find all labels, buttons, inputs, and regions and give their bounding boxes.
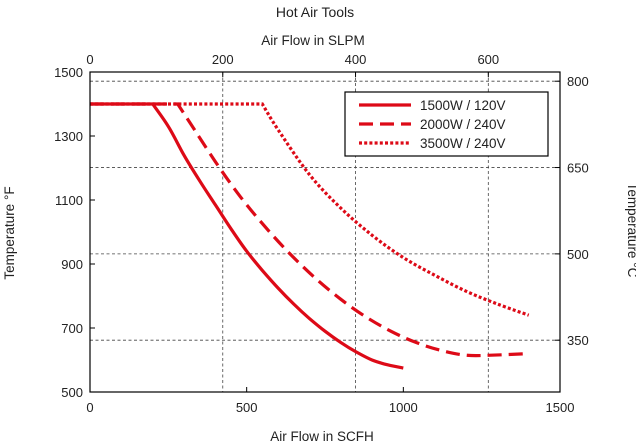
series-line-1 xyxy=(90,102,404,370)
y-axis-tick-label: 700 xyxy=(61,321,83,336)
series-line-2 xyxy=(90,102,529,358)
legend-label-1: 1500W / 120V xyxy=(420,98,506,113)
top-axis-tick-label: 400 xyxy=(345,52,367,67)
x-axis-tick-label: 500 xyxy=(236,400,258,415)
legend: 1500W / 120V 2000W / 240V 3500W / 240V xyxy=(344,91,549,157)
y-axis-tick-label: 1100 xyxy=(55,193,83,208)
y-axis-tick-label: 1300 xyxy=(54,129,83,144)
plot-frame xyxy=(89,71,561,393)
right-axis-tick-label: 800 xyxy=(567,74,589,89)
series-lines xyxy=(90,102,530,370)
legend-label-3: 3500W / 240V xyxy=(420,136,506,151)
y-axis-tick-label: 1500 xyxy=(54,65,83,80)
series-line-3 xyxy=(90,102,530,317)
right-axis-tick-label: 650 xyxy=(567,161,589,176)
top-axis-label: Air Flow in SLPM xyxy=(261,33,365,48)
x-axis-tick-label: 1000 xyxy=(389,400,418,415)
y-axis-tick-label: 900 xyxy=(61,257,83,272)
grid-lines xyxy=(90,72,560,392)
x-axis-tick-label: 1500 xyxy=(546,400,575,415)
right-axis-tick-label: 350 xyxy=(567,333,589,348)
top-axis-tick-label: 200 xyxy=(212,52,234,67)
top-axis-tick-label: 0 xyxy=(86,52,93,67)
legend-label-2: 2000W / 240V xyxy=(420,117,506,132)
right-axis-tick-label: 500 xyxy=(567,247,589,262)
x-axis-label: Air Flow in SCFH xyxy=(270,429,374,444)
top-axis-tick-label: 600 xyxy=(477,52,499,67)
legend-box xyxy=(344,91,549,157)
chart-title: Hot Air Tools xyxy=(276,4,354,20)
y-axis-tick-label: 500 xyxy=(61,385,83,400)
y-axis-label: Temperature °F xyxy=(2,186,17,279)
x-axis-tick-label: 0 xyxy=(86,400,93,415)
right-axis-label: Temperature °C xyxy=(625,183,636,278)
